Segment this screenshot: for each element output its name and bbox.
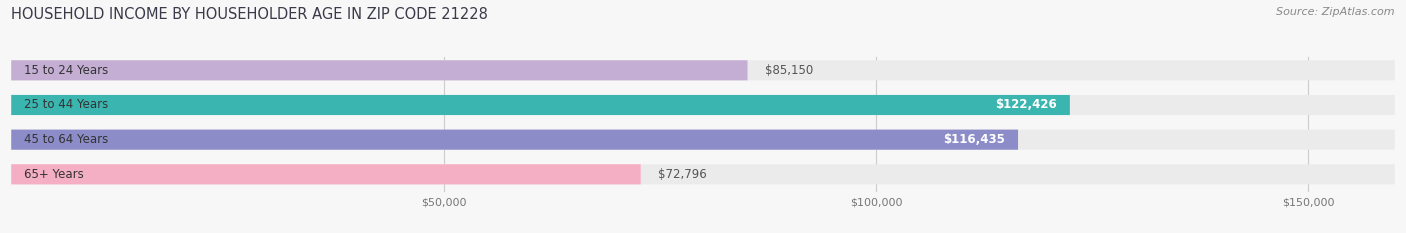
FancyBboxPatch shape <box>11 164 1395 184</box>
Text: 45 to 64 Years: 45 to 64 Years <box>24 133 108 146</box>
FancyBboxPatch shape <box>11 164 641 184</box>
Text: 65+ Years: 65+ Years <box>24 168 84 181</box>
Text: 15 to 24 Years: 15 to 24 Years <box>24 64 108 77</box>
FancyBboxPatch shape <box>11 95 1395 115</box>
Text: HOUSEHOLD INCOME BY HOUSEHOLDER AGE IN ZIP CODE 21228: HOUSEHOLD INCOME BY HOUSEHOLDER AGE IN Z… <box>11 7 488 22</box>
Text: $116,435: $116,435 <box>943 133 1005 146</box>
FancyBboxPatch shape <box>11 95 1070 115</box>
Text: $85,150: $85,150 <box>765 64 813 77</box>
Text: 25 to 44 Years: 25 to 44 Years <box>24 99 108 112</box>
FancyBboxPatch shape <box>11 130 1395 150</box>
Text: $122,426: $122,426 <box>995 99 1057 112</box>
FancyBboxPatch shape <box>11 60 1395 80</box>
FancyBboxPatch shape <box>11 60 748 80</box>
FancyBboxPatch shape <box>11 130 1018 150</box>
Text: $72,796: $72,796 <box>658 168 707 181</box>
Text: Source: ZipAtlas.com: Source: ZipAtlas.com <box>1277 7 1395 17</box>
